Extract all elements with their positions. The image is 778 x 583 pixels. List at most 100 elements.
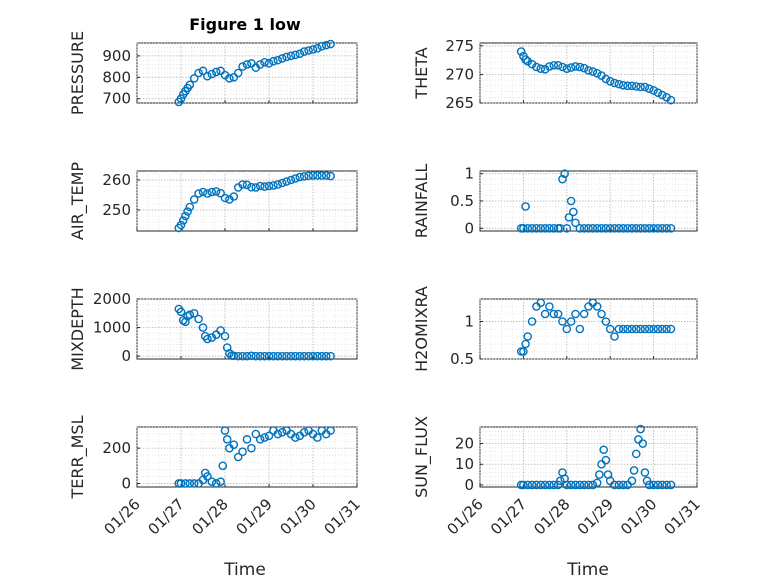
data-point bbox=[553, 480, 563, 490]
data-point bbox=[260, 57, 269, 67]
data-point bbox=[536, 480, 546, 490]
data-point bbox=[588, 223, 598, 233]
axes-mixdepth: 0 1000 2000 MIXDEPTH bbox=[68, 287, 358, 371]
data-point bbox=[631, 223, 641, 233]
x-tick-label: 01/29 bbox=[233, 495, 276, 538]
data-point bbox=[662, 223, 671, 233]
x-tick-label: 01/28 bbox=[189, 495, 232, 538]
data-point bbox=[519, 223, 528, 233]
data-point bbox=[527, 223, 537, 233]
data-point bbox=[326, 39, 335, 49]
data-point bbox=[181, 479, 190, 488]
data-point bbox=[536, 223, 546, 233]
y-tick-label: 0 bbox=[464, 219, 474, 237]
data-point bbox=[562, 480, 572, 490]
data-point bbox=[558, 317, 567, 326]
data-point bbox=[601, 223, 611, 233]
data-point bbox=[618, 480, 628, 490]
data-point bbox=[627, 324, 637, 334]
data-point bbox=[640, 223, 650, 233]
data-point bbox=[640, 82, 650, 92]
data-point bbox=[282, 351, 291, 361]
data-point bbox=[521, 202, 530, 211]
data-point bbox=[185, 80, 195, 90]
data-point bbox=[610, 78, 619, 88]
data-point bbox=[185, 310, 195, 320]
data-point bbox=[189, 308, 199, 318]
data-point bbox=[579, 63, 589, 73]
data-point bbox=[549, 60, 559, 70]
data-point bbox=[597, 223, 606, 233]
y-tick-label: 1 bbox=[464, 165, 474, 183]
x-tick-label: 01/31 bbox=[321, 495, 364, 538]
data-point bbox=[185, 479, 195, 488]
data-point bbox=[644, 324, 654, 334]
data-point bbox=[579, 223, 589, 233]
data-point bbox=[595, 470, 604, 479]
data-point bbox=[176, 307, 186, 317]
data-point bbox=[286, 51, 296, 61]
data-point bbox=[313, 171, 322, 180]
data-point bbox=[194, 68, 203, 78]
data-point bbox=[317, 171, 327, 180]
data-point bbox=[569, 207, 578, 217]
data-point bbox=[558, 174, 567, 184]
data-point bbox=[618, 223, 628, 233]
y-tick-label: 0 bbox=[121, 347, 131, 365]
data-point bbox=[207, 477, 217, 487]
data-point bbox=[273, 351, 283, 361]
data-point bbox=[273, 429, 283, 439]
data-point bbox=[516, 47, 526, 56]
data-point bbox=[211, 67, 221, 77]
data-point bbox=[623, 81, 632, 91]
data-point bbox=[222, 435, 232, 444]
data-point bbox=[545, 223, 554, 233]
data-point bbox=[532, 480, 541, 490]
data-point bbox=[653, 480, 663, 490]
data-point bbox=[640, 324, 650, 334]
data-point bbox=[264, 351, 274, 361]
axes-terr_msl: 01/26 01/27 01/28 01/29 01/30 01/31 0 200 TERR_M… bbox=[68, 415, 364, 538]
data-point bbox=[211, 330, 221, 340]
data-point bbox=[313, 433, 322, 442]
data-point bbox=[523, 223, 533, 233]
data-point bbox=[247, 351, 256, 361]
data-point bbox=[536, 298, 546, 308]
data-point bbox=[216, 188, 225, 198]
data-point bbox=[277, 351, 287, 361]
x-tick-label: 01/26 bbox=[101, 495, 144, 538]
data-point bbox=[540, 309, 550, 319]
data-point bbox=[229, 72, 239, 82]
axes-rainfall: 0 0.5 1 RAINFALL bbox=[412, 164, 698, 238]
data-point bbox=[662, 480, 671, 490]
data-point bbox=[247, 182, 256, 192]
data-point bbox=[666, 324, 676, 334]
data-point bbox=[225, 348, 234, 358]
data-point bbox=[203, 189, 212, 198]
data-point bbox=[207, 69, 217, 79]
y-axis-label: MIXDEPTH bbox=[68, 287, 87, 370]
data-point bbox=[216, 326, 225, 335]
data-point bbox=[194, 189, 203, 198]
data-point bbox=[560, 169, 569, 179]
data-point bbox=[592, 68, 602, 78]
data-point bbox=[220, 426, 230, 435]
data-point bbox=[575, 324, 585, 334]
data-point bbox=[273, 55, 283, 65]
data-point bbox=[566, 196, 576, 206]
data-point bbox=[308, 351, 318, 361]
data-point bbox=[273, 180, 283, 189]
data-point bbox=[631, 449, 641, 459]
data-point bbox=[251, 351, 261, 361]
data-point bbox=[282, 177, 291, 186]
data-point bbox=[229, 440, 239, 449]
data-point bbox=[203, 472, 212, 481]
x-tick-label: 01/26 bbox=[444, 495, 487, 538]
data-point bbox=[317, 41, 327, 51]
data-point bbox=[203, 334, 212, 344]
y-tick-label: 700 bbox=[102, 90, 131, 108]
data-point bbox=[536, 64, 546, 74]
x-axis-label-left: Time bbox=[223, 560, 266, 580]
data-point bbox=[584, 66, 593, 75]
